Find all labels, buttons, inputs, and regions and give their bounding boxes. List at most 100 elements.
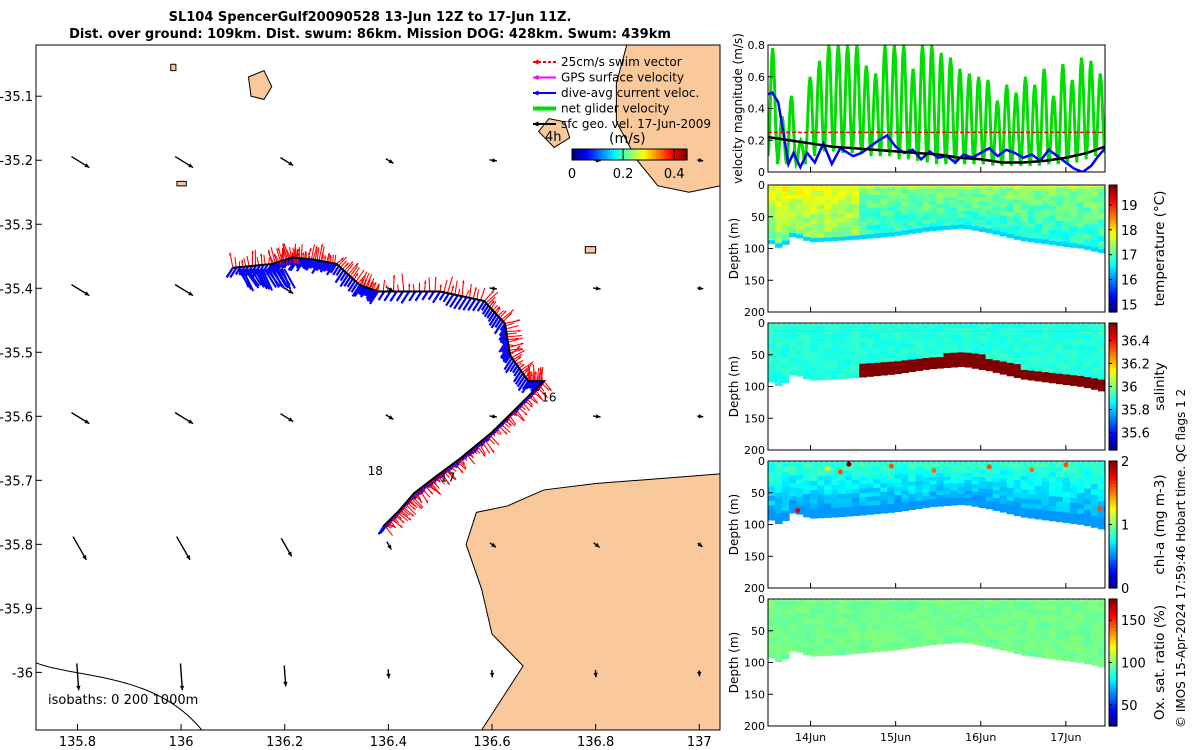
chl-a-cell xyxy=(950,487,959,492)
temperature-cell xyxy=(817,213,825,220)
chl-a-cell xyxy=(999,491,1008,497)
salinity-cell xyxy=(1055,324,1064,330)
oxygen-colorbar-cell xyxy=(1109,710,1117,714)
chl-a-cell xyxy=(1083,493,1092,500)
temperature-cell xyxy=(1055,235,1064,242)
temperature-cell xyxy=(880,215,888,221)
chl-a-cell xyxy=(1034,466,1043,473)
dive-avg-current-vector xyxy=(303,258,313,270)
oxygen-colorbar-cell xyxy=(1109,681,1117,686)
swim-vector xyxy=(283,243,290,259)
temperature-cell xyxy=(775,232,783,238)
chl-a-cell xyxy=(901,486,910,491)
chl-a-y-tick-label: 150 xyxy=(744,550,765,563)
swim-vector xyxy=(418,488,429,504)
salinity-cell xyxy=(845,364,853,370)
temperature-cell xyxy=(894,219,902,224)
salinity-cell xyxy=(1062,329,1071,335)
salinity-surface-dot xyxy=(878,323,883,326)
chl-a-surface-dot xyxy=(819,461,824,464)
temperature-cell xyxy=(789,190,797,196)
oxygen-cell xyxy=(1048,619,1057,626)
oxygen-cell xyxy=(887,641,895,647)
temperature-cell xyxy=(943,215,952,220)
chl-a-cell xyxy=(775,462,783,468)
chl-a-cell xyxy=(1076,467,1085,474)
salinity-cell xyxy=(999,353,1008,359)
temperature-cell xyxy=(824,213,832,219)
chl-a-cell xyxy=(768,505,776,511)
salinity-surface-dot xyxy=(830,323,834,326)
oxygen-cell xyxy=(831,613,839,620)
temperature-surface-dot xyxy=(1033,185,1038,188)
map-y-tick-label: -35.1 xyxy=(0,90,33,105)
temperature-cell xyxy=(950,196,959,202)
oxygen-cell xyxy=(1055,600,1064,606)
oxygen-cell xyxy=(1062,625,1071,631)
chl-a-surface-dot xyxy=(835,461,840,464)
salinity-cell xyxy=(929,353,938,359)
temperature-cell xyxy=(838,195,846,201)
chl-a-cell xyxy=(1006,505,1015,511)
salinity-cell xyxy=(796,367,804,373)
chl-a-cell xyxy=(1006,470,1015,476)
oxygen-cell xyxy=(978,641,987,646)
oxygen-colorbar-cell xyxy=(1109,706,1117,711)
oxygen-cell xyxy=(831,632,839,638)
swim-vector-head xyxy=(520,342,524,346)
swim-vector-head xyxy=(364,278,368,282)
temperature-surface-dot xyxy=(894,185,899,188)
oxygen-cell xyxy=(971,625,980,631)
sfc-velocity-arrowhead xyxy=(491,542,496,548)
temperature-cell xyxy=(845,190,853,196)
chl-a-cell xyxy=(1069,472,1078,479)
oxygen-colorbar-cell xyxy=(1109,713,1117,718)
oxygen-cell xyxy=(852,609,860,615)
temperature-cell xyxy=(887,211,895,217)
chl-a-cell xyxy=(1048,486,1057,493)
oxygen-cell xyxy=(803,609,811,615)
temperature-cell xyxy=(782,215,790,221)
temperature-cell xyxy=(915,224,924,230)
dive-avg-current-vector xyxy=(442,292,450,303)
salinity-cell xyxy=(796,358,804,364)
salinity-cell xyxy=(992,324,1001,329)
temperature-bottom-cell xyxy=(978,227,987,232)
temperature-cell xyxy=(943,218,952,223)
temperature-cell xyxy=(1055,225,1064,232)
temperature-cell xyxy=(768,210,776,216)
temperature-cell xyxy=(824,222,832,229)
chl-a-surface-dot xyxy=(889,461,893,464)
temperature-cell xyxy=(908,186,917,191)
oxygen-cell xyxy=(873,600,881,606)
temperature-cell xyxy=(1013,217,1022,223)
chl-a-cell xyxy=(838,507,846,513)
salinity-surface-dot xyxy=(942,323,947,326)
temperature-surface-dot xyxy=(862,185,867,188)
salinity-cell xyxy=(824,360,832,367)
oxygen-cell xyxy=(859,644,867,650)
oxygen-cell xyxy=(908,627,917,633)
temperature-colorbar-cell xyxy=(1109,238,1117,243)
oxygen-cell xyxy=(950,625,959,630)
chl-a-cell xyxy=(1069,487,1078,494)
salinity-cell xyxy=(887,357,895,363)
dive-avg-current-vector xyxy=(494,318,502,328)
oxygen-cell xyxy=(1048,634,1057,640)
swim-vector-head xyxy=(437,491,441,495)
oxygen-cell xyxy=(1069,646,1078,652)
salinity-cell xyxy=(1062,354,1071,360)
oxygen-cell xyxy=(999,629,1008,635)
temperature-bottom-cell xyxy=(1006,233,1015,238)
chl-a-cell xyxy=(1083,504,1092,511)
temperature-surface-dot xyxy=(819,185,824,188)
temperature-cell xyxy=(859,195,867,201)
salinity-cell xyxy=(1027,338,1036,344)
oxygen-cell xyxy=(845,613,853,619)
salinity-cell xyxy=(831,369,839,375)
salinity-cell xyxy=(1083,366,1092,373)
dive-avg-current-vector xyxy=(275,260,284,270)
oxygen-cell xyxy=(782,634,790,640)
swim-vector xyxy=(457,288,461,296)
chl-a-cell xyxy=(1097,501,1105,508)
